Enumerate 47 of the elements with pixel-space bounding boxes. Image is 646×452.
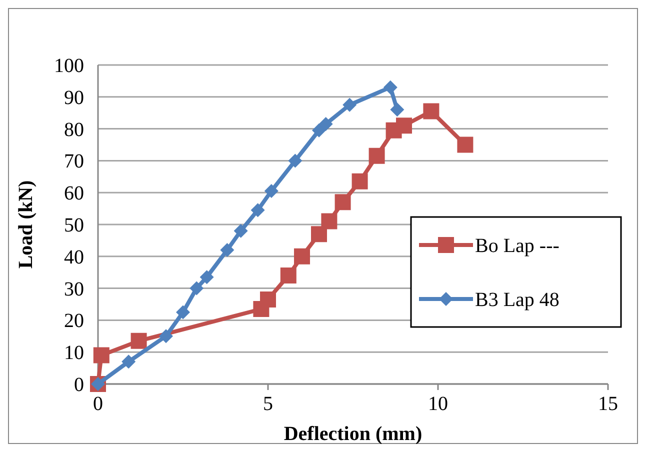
- point: [176, 305, 190, 320]
- point: [288, 154, 302, 168]
- point: [352, 173, 368, 190]
- x-tick-label: 0: [93, 393, 103, 415]
- point: [390, 102, 404, 117]
- x-axis-title: Deflection (mm): [284, 423, 422, 445]
- point: [122, 354, 136, 369]
- point: [234, 224, 248, 238]
- point: [312, 123, 326, 138]
- point: [368, 148, 385, 164]
- x-tick-label: 10: [428, 393, 448, 415]
- point: [342, 98, 357, 112]
- x-tick-label: 15: [598, 393, 618, 415]
- point: [318, 117, 333, 132]
- legend-label: Bo Lap ---: [475, 235, 560, 257]
- y-tick-label: 10: [64, 342, 84, 364]
- point: [280, 268, 296, 284]
- point: [383, 80, 398, 94]
- point: [250, 203, 265, 218]
- y-tick-label: 90: [64, 86, 84, 109]
- y-tick-label: 30: [64, 278, 84, 300]
- y-axis-title: Load (kN): [15, 180, 37, 269]
- y-tick-label: 60: [64, 182, 84, 205]
- point: [311, 226, 327, 242]
- point: [294, 248, 310, 264]
- x-tick-label: 5: [263, 393, 273, 415]
- y-tick-label: 80: [64, 118, 84, 141]
- y-tick-label: 0: [74, 374, 84, 396]
- point: [423, 103, 440, 120]
- point: [321, 213, 338, 230]
- point: [190, 281, 204, 296]
- point: [260, 291, 276, 308]
- point: [396, 118, 412, 134]
- point: [200, 270, 214, 284]
- point: [457, 136, 474, 153]
- point: [159, 329, 173, 344]
- point: [93, 347, 110, 364]
- point: [220, 243, 234, 258]
- point: [334, 194, 351, 210]
- y-tick-label: 50: [64, 214, 84, 236]
- y-tick-label: 70: [64, 150, 84, 173]
- y-tick-label: 20: [64, 310, 84, 332]
- legend-label: B3 Lap 48: [475, 289, 560, 311]
- point: [264, 184, 278, 198]
- point: [130, 332, 147, 349]
- y-tick-label: 100: [54, 55, 84, 77]
- y-tick-label: 40: [64, 246, 84, 268]
